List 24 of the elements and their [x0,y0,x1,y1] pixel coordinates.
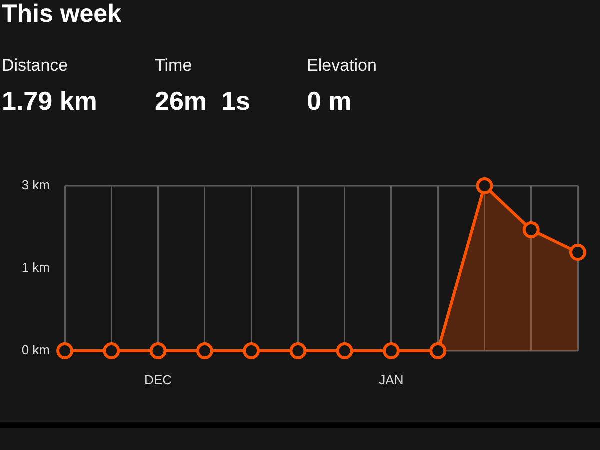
y-tick-label: 3 km [22,178,50,193]
x-tick-label: JAN [379,372,404,388]
point [150,342,167,360]
point [522,222,540,238]
point [570,244,586,262]
point [382,342,400,360]
y-tick-label: 0 km [22,342,50,358]
text: 1.79 km [2,86,98,117]
point [290,342,307,360]
y-tick-label: 1 km [22,260,50,276]
text: 0 m [307,86,353,117]
point [476,178,494,194]
point [430,342,447,360]
chart-title: This week [2,0,122,28]
text: 26m 1s [155,86,250,117]
point [103,342,120,360]
point [336,342,354,360]
point [243,342,260,360]
x-tick-label: DEC [144,372,172,388]
point [56,342,74,360]
text: Distance [2,56,70,76]
text: Elevation [307,56,377,76]
point [196,342,214,360]
text: Time [155,56,194,76]
